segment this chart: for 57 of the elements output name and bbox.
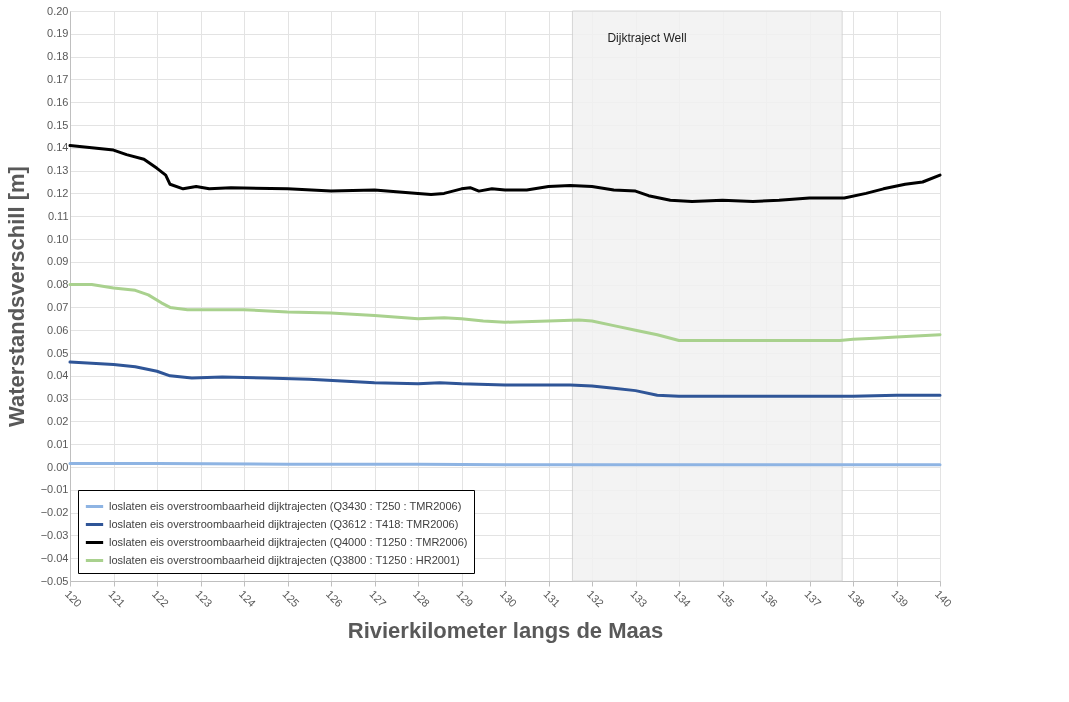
band-label: Dijktraject Well <box>607 31 687 45</box>
x-tick-label: 139 <box>889 587 911 610</box>
y-tick-label: 0.20 <box>47 4 69 17</box>
x-tick-label: 138 <box>845 587 868 610</box>
y-tick-label: 0.16 <box>47 95 69 108</box>
legend-label: loslaten eis overstroombaarheid dijktrajecten (Q4000 : T1250 : TMR2006) <box>109 535 468 548</box>
x-tick-label: 122 <box>149 587 172 610</box>
y-tick-label: −0.01 <box>40 483 69 496</box>
line-series <box>68 360 942 398</box>
x-tick-label: 123 <box>193 587 215 610</box>
y-tick-label: 0.18 <box>47 50 69 63</box>
x-tick-label: 131 <box>541 587 563 610</box>
y-tick-label: −0.04 <box>40 551 69 564</box>
y-tick-label: 0.00 <box>47 460 69 473</box>
x-tick-label: 137 <box>802 587 824 610</box>
x-tick-label: 125 <box>280 587 302 610</box>
legend-label: loslaten eis overstroombaarheid dijktrajecten (Q3800 : T1250 : HR2001) <box>109 553 460 566</box>
legend-label: loslaten eis overstroombaarheid dijktrajecten (Q3612 : T418: TMR2006) <box>109 517 459 530</box>
x-tick-label: 121 <box>106 587 128 610</box>
y-tick-label: 0.05 <box>47 346 69 359</box>
y-axis-title: Waterstandsverschill [m] <box>3 166 29 427</box>
y-tick-label: 0.03 <box>47 392 69 405</box>
y-tick-label: 0.07 <box>47 300 69 313</box>
y-tick-label: −0.03 <box>40 528 69 541</box>
x-tick-label: 120 <box>62 587 85 610</box>
x-tick-label: 136 <box>758 587 781 610</box>
y-tick-label: 0.13 <box>47 164 69 177</box>
legend-label: loslaten eis overstroombaarheid dijktrajecten (Q3430 : T250 : TMR2006) <box>109 499 462 512</box>
x-tick-label: 130 <box>497 587 520 610</box>
y-tick-label: 0.01 <box>47 437 69 450</box>
line-series <box>68 144 942 203</box>
y-tick-label: 0.09 <box>47 255 69 268</box>
x-tick-label: 135 <box>715 587 737 610</box>
y-tick-label: 0.17 <box>47 72 69 85</box>
y-tick-label: 0.06 <box>47 323 69 336</box>
x-tick-label: 128 <box>410 587 433 610</box>
line-series <box>68 283 942 342</box>
y-tick-label: 0.12 <box>47 186 69 199</box>
y-tick-label: −0.05 <box>40 574 69 587</box>
x-tick-label: 124 <box>236 587 259 610</box>
x-tick-label: 129 <box>454 587 476 610</box>
x-tick-label: 133 <box>628 587 650 610</box>
x-tick-label: 140 <box>932 587 955 610</box>
y-tick-label: 0.02 <box>47 414 69 427</box>
y-tick-label: −0.02 <box>40 506 69 519</box>
x-axis-title: Rivierkilometer langs de Maas <box>347 618 664 644</box>
x-tick-label: 127 <box>367 587 389 610</box>
x-tick-label: 132 <box>584 587 607 610</box>
y-tick-label: 0.15 <box>47 118 69 131</box>
x-tick-label: 134 <box>671 587 694 610</box>
y-tick-label: 0.04 <box>47 369 69 382</box>
y-tick-label: 0.19 <box>47 27 69 40</box>
y-tick-label: 0.11 <box>47 209 69 222</box>
y-tick-label: 0.10 <box>47 232 69 245</box>
y-tick-label: 0.08 <box>47 278 69 291</box>
y-tick-label: 0.14 <box>47 141 69 154</box>
x-tick-label: 126 <box>323 587 346 610</box>
